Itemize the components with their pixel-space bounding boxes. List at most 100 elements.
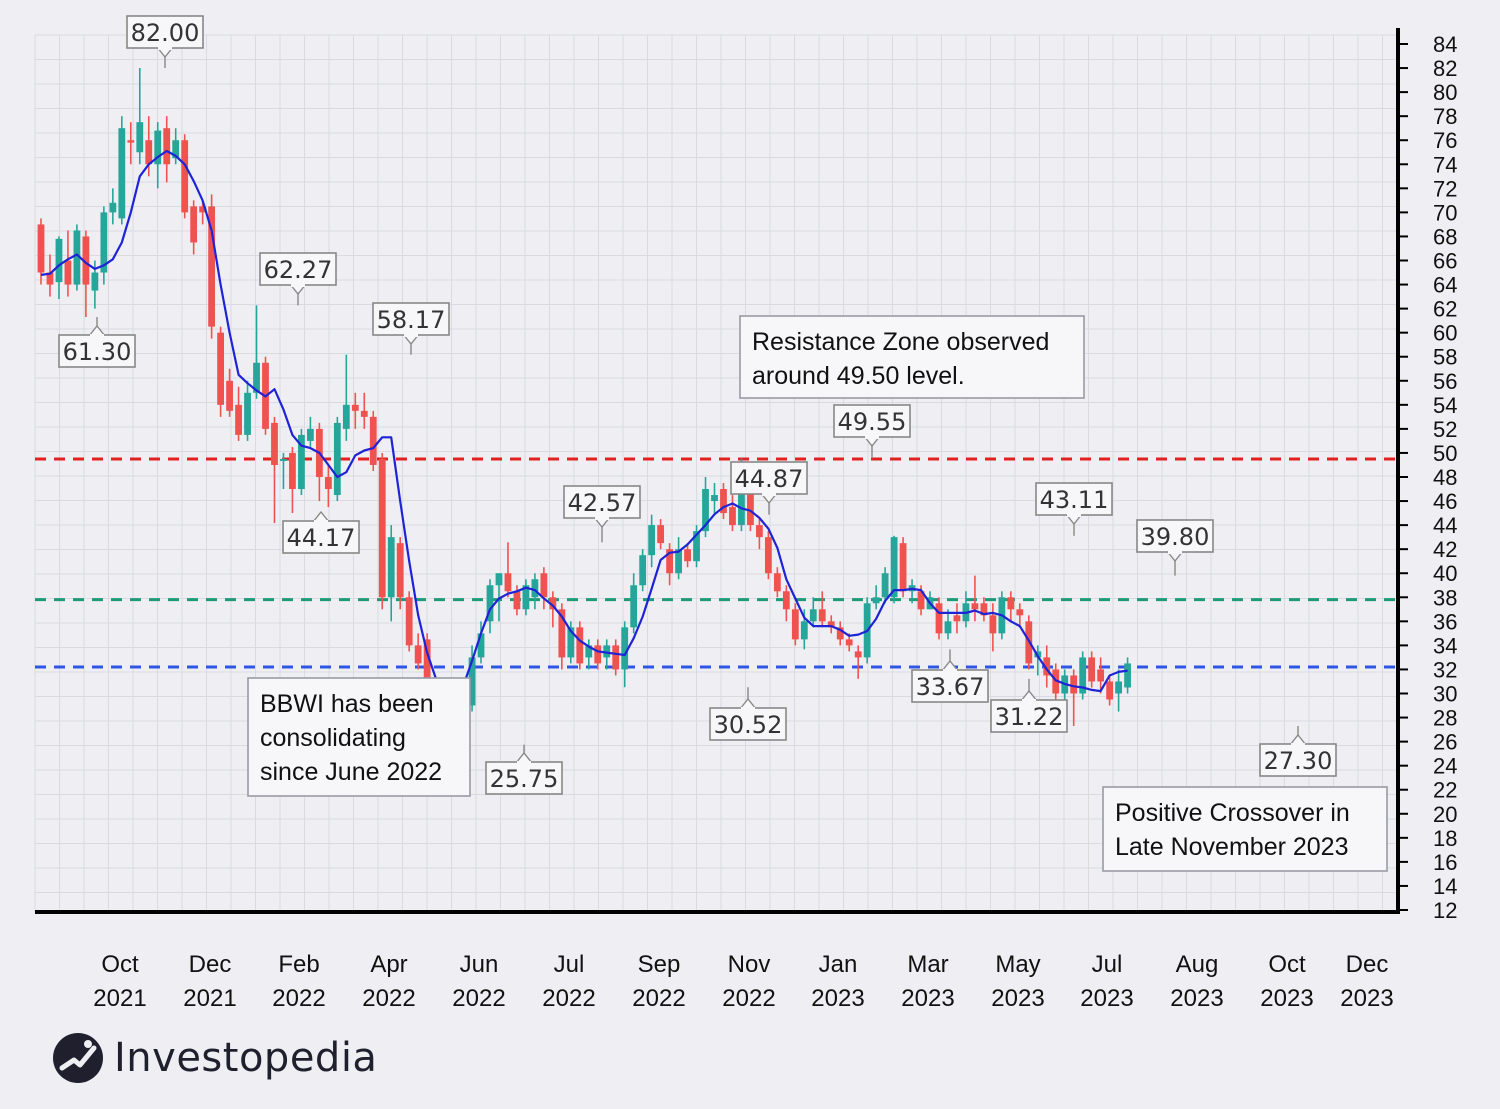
candle [307,416,314,447]
candle [136,68,144,165]
candle-body [809,609,817,622]
candle-body [773,573,781,592]
candle [594,639,602,670]
candle-body [342,404,350,429]
candle-body [657,525,665,544]
candle-body [989,615,997,634]
callout-box-gap [291,283,305,287]
x-tick-year: 2023 [1340,985,1393,1012]
candle-body [82,236,90,285]
callout-box-gap [595,516,609,520]
candle-body [307,428,314,441]
candle [935,597,943,640]
candle-body [549,597,557,610]
candle [953,603,961,634]
price-callout: 42.57 [563,485,641,543]
candle [504,542,512,598]
candle [369,410,377,471]
candle-body [890,537,898,598]
candle-body [782,591,790,610]
annotation-text: since June 2022 [260,758,442,786]
x-tick-year: 2023 [991,985,1044,1012]
callout-box-gap [1067,513,1081,517]
y-tick-label: 58 [1433,345,1457,370]
candle-body [540,573,548,598]
callout-box-gap [865,435,879,439]
candle [585,639,593,670]
candle-body [46,272,54,285]
candle-body [980,603,988,616]
candle-body [585,645,593,658]
candle-body [324,477,332,490]
x-tick-year: 2023 [1170,985,1223,1012]
candle-body [567,627,575,658]
candle [1043,645,1051,688]
candle [1016,603,1024,628]
annotation-box: Resistance Zone observed around 49.50 lev… [739,315,1085,399]
y-tick-label: 14 [1433,874,1457,899]
candle [872,585,880,610]
x-tick-month: Sep [638,951,681,978]
x-tick-month: Dec [189,951,232,978]
candle-body [91,272,99,291]
candle-body [738,489,745,526]
candle-body [136,122,144,153]
price-label: 44.17 [287,524,356,552]
candle [980,597,988,622]
candle [82,230,90,318]
candle-body [217,332,224,405]
candle [648,514,656,568]
candle [639,549,647,592]
candle [549,591,557,628]
annotation-text: consolidating [260,724,406,752]
callout-box-gap [741,707,755,711]
candle-body [1070,675,1078,694]
price-callout: 31.22 [990,678,1068,733]
price-label: 62.27 [264,256,333,284]
annotation-text: BBWI has been [260,690,434,718]
candle-body [881,573,889,598]
x-tick-year: 2021 [93,985,146,1012]
candle [558,603,566,670]
candle [396,537,404,610]
candle-body [845,639,853,646]
candle-body [163,128,171,165]
y-tick-label: 24 [1433,754,1457,779]
annotation-text: around 49.50 level. [752,362,965,390]
price-callout: 39.80 [1136,519,1214,576]
price-callout: 43.11 [1035,482,1113,536]
candle [387,525,395,622]
x-tick-month: Nov [728,951,771,978]
x-tick-month: Apr [370,951,407,978]
candle-body [1106,681,1114,700]
candle-body [423,639,431,694]
candle-body [854,651,862,658]
candle-body [612,645,620,670]
price-callout: 44.17 [282,510,360,554]
candle-body [899,543,907,592]
candle-body [226,380,233,411]
x-tick-month: Jul [1092,951,1123,978]
candle-body [639,555,647,586]
candle-body [630,585,638,628]
candle [1088,651,1096,688]
candle-body [298,434,305,490]
candle-body [360,410,368,417]
x-tick-year: 2021 [183,985,236,1012]
candle [971,575,979,622]
candle [477,621,485,664]
candle-body [971,603,979,610]
candle [1079,651,1087,700]
annotation-box: BBWI has been consolidating since June 202… [247,677,471,797]
callout-box [730,461,808,495]
candle [773,567,781,598]
candle [756,519,763,550]
candle-body [477,633,485,658]
candle [405,591,413,652]
price-callout: 30.52 [709,687,787,741]
y-tick-label: 70 [1433,200,1457,225]
candle [217,326,224,417]
candle-body [872,597,880,604]
candle [836,621,844,646]
